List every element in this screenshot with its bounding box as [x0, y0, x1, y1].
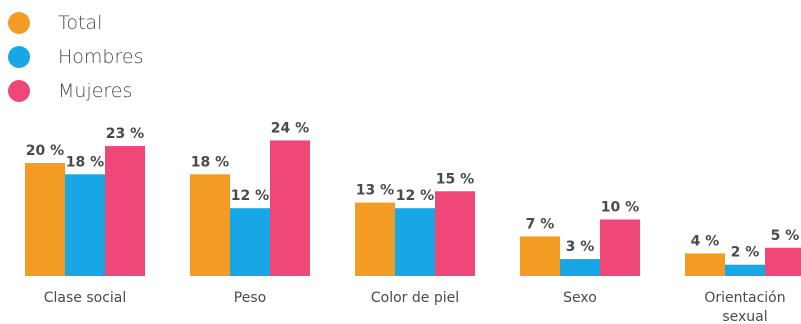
data-label-hombres-color-de-piel: 12 %	[396, 188, 434, 204]
data-label-total-clase-social: 20 %	[26, 143, 64, 159]
legend: Total Hombres Mujeres	[8, 6, 143, 108]
legend-label-mujeres: Mujeres	[58, 80, 133, 102]
data-label-total-orientacion-sexual: 4 %	[691, 233, 720, 249]
category-label-clase-social: Clase social	[44, 290, 127, 306]
legend-item-mujeres: Mujeres	[8, 74, 143, 108]
legend-swatch-hombres	[8, 46, 30, 68]
bar-hombres-orientacion-sexual	[725, 264, 765, 276]
data-label-hombres-orientacion-sexual: 2 %	[731, 245, 760, 261]
data-label-mujeres-orientacion-sexual: 5 %	[771, 228, 800, 244]
category-label-color-de-piel: Color de piel	[371, 290, 459, 306]
data-label-total-sexo: 7 %	[526, 216, 555, 232]
bar-hombres-clase-social	[65, 174, 105, 276]
data-label-hombres-peso: 12 %	[231, 188, 269, 204]
data-label-mujeres-peso: 24 %	[271, 120, 309, 136]
data-label-mujeres-clase-social: 23 %	[106, 126, 144, 142]
bar-mujeres-sexo	[600, 219, 640, 276]
data-label-total-peso: 18 %	[191, 154, 229, 170]
legend-item-hombres: Hombres	[8, 40, 143, 74]
bar-hombres-peso	[230, 208, 270, 276]
legend-label-total: Total	[58, 12, 103, 34]
bar-mujeres-orientacion-sexual	[765, 247, 801, 276]
bar-hombres-color-de-piel	[395, 208, 435, 276]
category-label-sexo: Sexo	[563, 290, 597, 306]
bar-total-clase-social	[25, 163, 65, 276]
data-label-hombres-sexo: 3 %	[566, 239, 595, 255]
data-label-mujeres-sexo: 10 %	[601, 200, 639, 216]
category-label-peso: Peso	[234, 290, 266, 306]
legend-label-hombres: Hombres	[58, 46, 144, 68]
bar-hombres-sexo	[560, 259, 600, 276]
data-label-hombres-clase-social: 18 %	[66, 154, 104, 170]
data-label-mujeres-color-de-piel: 15 %	[436, 171, 474, 187]
bar-total-sexo	[520, 236, 560, 276]
data-label-total-color-de-piel: 13 %	[356, 183, 394, 199]
bar-total-peso	[190, 174, 230, 276]
legend-swatch-total	[8, 12, 30, 34]
bar-mujeres-peso	[270, 140, 310, 276]
bar-mujeres-color-de-piel	[435, 191, 475, 276]
bar-total-orientacion-sexual	[685, 253, 725, 276]
bar-mujeres-clase-social	[105, 146, 145, 276]
bar-total-color-de-piel	[355, 202, 395, 276]
legend-item-total: Total	[8, 6, 143, 40]
legend-swatch-mujeres	[8, 80, 30, 102]
category-label-orientacion-sexual: Orientación sexual	[704, 290, 785, 324]
